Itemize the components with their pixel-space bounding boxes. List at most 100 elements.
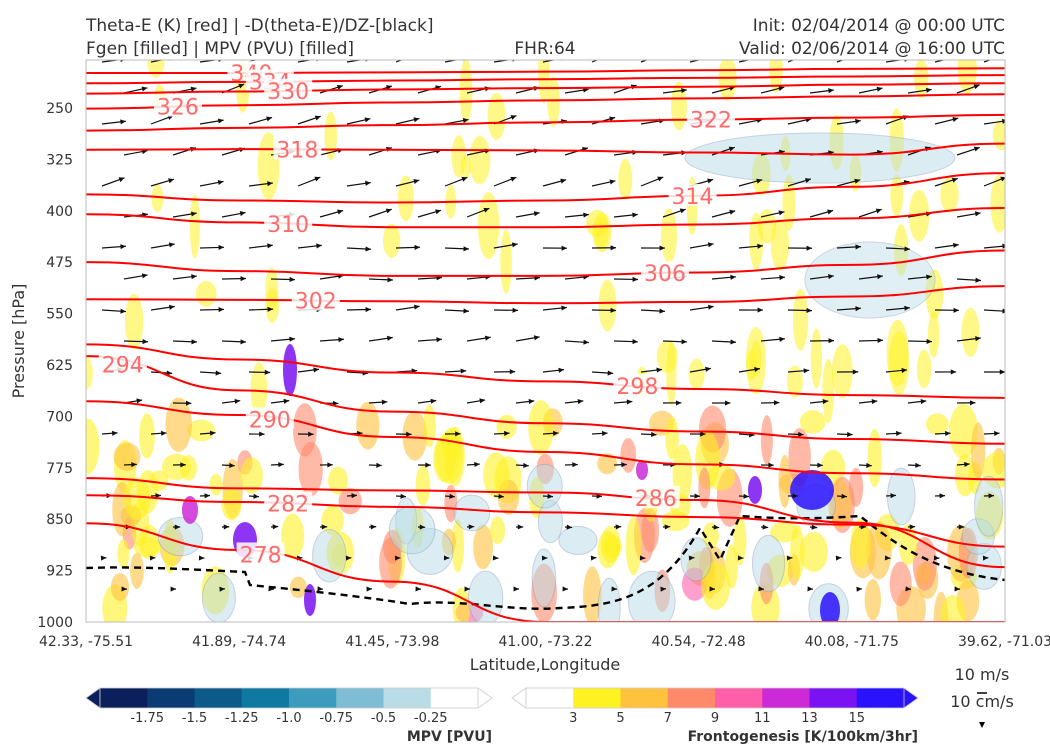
fgen-fill (500, 229, 512, 294)
theta-e-label: 326 (157, 96, 199, 121)
title-left-line-1: Theta-E (K) [red] | -D(theta-E)/DZ-[blac… (85, 16, 434, 36)
colorbar-swatch (573, 688, 621, 708)
mpv-fill (685, 133, 955, 183)
fgen-fill (130, 553, 144, 589)
fgen-fill (383, 224, 400, 258)
colorbar-swatch (195, 688, 243, 708)
colorbar-tick-label: -1.0 (276, 711, 301, 726)
fgen-fill (75, 418, 99, 474)
y-tick-label: 625 (46, 358, 73, 374)
fgen-fill (779, 455, 791, 508)
fgen-fill (460, 59, 473, 124)
fgen-fill (139, 413, 155, 459)
theta-e-label: 278 (240, 543, 282, 568)
fgen-fill (782, 175, 795, 231)
colorbar-swatch (289, 688, 337, 708)
colorbar-tick-label: -1.25 (225, 711, 259, 726)
colorbar-tick-label: -0.5 (371, 711, 396, 726)
x-axis-label: Latitude,Longitude (470, 655, 621, 674)
theta-e-label: 306 (644, 262, 686, 287)
fgen-fill (698, 467, 710, 508)
fgen-fill (689, 359, 705, 390)
fgen-fill (822, 359, 834, 424)
fgen-fill (800, 410, 825, 434)
mpv-fill (389, 506, 435, 553)
colorbar-swatch (147, 688, 195, 708)
fgen-fill (890, 175, 903, 217)
fgen-fill (993, 120, 1011, 150)
theta-e-label: 314 (672, 185, 714, 210)
frontogenesis-colorbar-label: Frontogenesis [K/100km/3hr] (688, 729, 918, 745)
fgen-fill (196, 281, 217, 307)
colorbar-swatch (242, 688, 290, 708)
colorbar-tick-label: 11 (754, 711, 771, 726)
colorbar-tick-label: 7 (664, 711, 672, 726)
colorbar-swatch (100, 688, 148, 708)
fgen-fill (746, 327, 766, 394)
y-tick-label: 850 (46, 512, 73, 528)
fgen-fill (111, 573, 129, 601)
fgen-fill (290, 576, 307, 598)
fgen-fill (490, 517, 505, 544)
fgen-fill (123, 478, 150, 520)
y-tick-label: 775 (46, 461, 73, 477)
fgen-core (304, 584, 316, 616)
fgen-fill (626, 517, 642, 575)
colorbar-extend-right (478, 688, 492, 708)
x-tick-label: 41.89, -74.74 (192, 634, 286, 650)
fgen-fill (402, 411, 427, 461)
fgen-fill (210, 474, 223, 496)
fgen-fill (868, 429, 882, 487)
theta-e-label: 310 (267, 213, 309, 238)
colorbar-swatch (762, 688, 810, 708)
fgen-fill (293, 403, 317, 456)
fgen-fill (547, 76, 560, 127)
fgen-fill (461, 155, 471, 179)
colorbar-extend-left (512, 688, 526, 708)
x-tick-label: 41.00, -73.22 (498, 634, 592, 650)
fgen-fill (990, 175, 1008, 233)
fgen-fill (496, 415, 516, 439)
colorbar-tick-label: 5 (616, 711, 624, 726)
colorbar-swatch (857, 688, 905, 708)
colorbar-tick-label: 13 (801, 711, 818, 726)
fgen-core (283, 344, 297, 396)
colorbar-tick-label: -1.75 (130, 711, 164, 726)
colorbar-extend-right (904, 688, 918, 708)
fgen-fill (265, 267, 278, 311)
fgen-fill (423, 404, 436, 447)
colorbar-swatch (384, 688, 432, 708)
theta-e-label: 302 (295, 290, 337, 315)
x-tick-label: 39.62, -71.03 (958, 634, 1050, 650)
theta-e-label: 286 (635, 487, 677, 512)
wind-key-horizontal: 10 m/s (955, 665, 1010, 684)
theta-e-label: 330 (267, 80, 309, 105)
fgen-fill (887, 320, 909, 386)
fgen-fill (528, 400, 553, 455)
fgen-fill (416, 465, 431, 505)
fgen-fill (165, 398, 192, 452)
fgen-fill (671, 82, 687, 131)
colorbar-tick-label: 9 (711, 711, 719, 726)
fgen-fill (117, 539, 129, 568)
colorbar-tick-label: 15 (848, 711, 865, 726)
theta-e-label: 322 (690, 108, 732, 133)
fgen-fill (761, 415, 773, 464)
x-tick-label: 42.33, -75.51 (39, 634, 133, 650)
fgen-fill (469, 136, 490, 185)
mpv-fill (975, 476, 1003, 536)
y-tick-label: 700 (46, 409, 73, 425)
fgen-fill (453, 588, 471, 629)
fgen-fill (618, 159, 632, 200)
fgen-core (748, 476, 762, 504)
theta-e-label: 290 (249, 408, 291, 433)
fgen-core (790, 470, 834, 510)
colorbar-swatch (431, 688, 479, 708)
fgen-core (636, 460, 648, 480)
colorbar-swatch (526, 688, 574, 708)
fgen-fill (356, 402, 379, 450)
mpv-fill (752, 535, 784, 591)
